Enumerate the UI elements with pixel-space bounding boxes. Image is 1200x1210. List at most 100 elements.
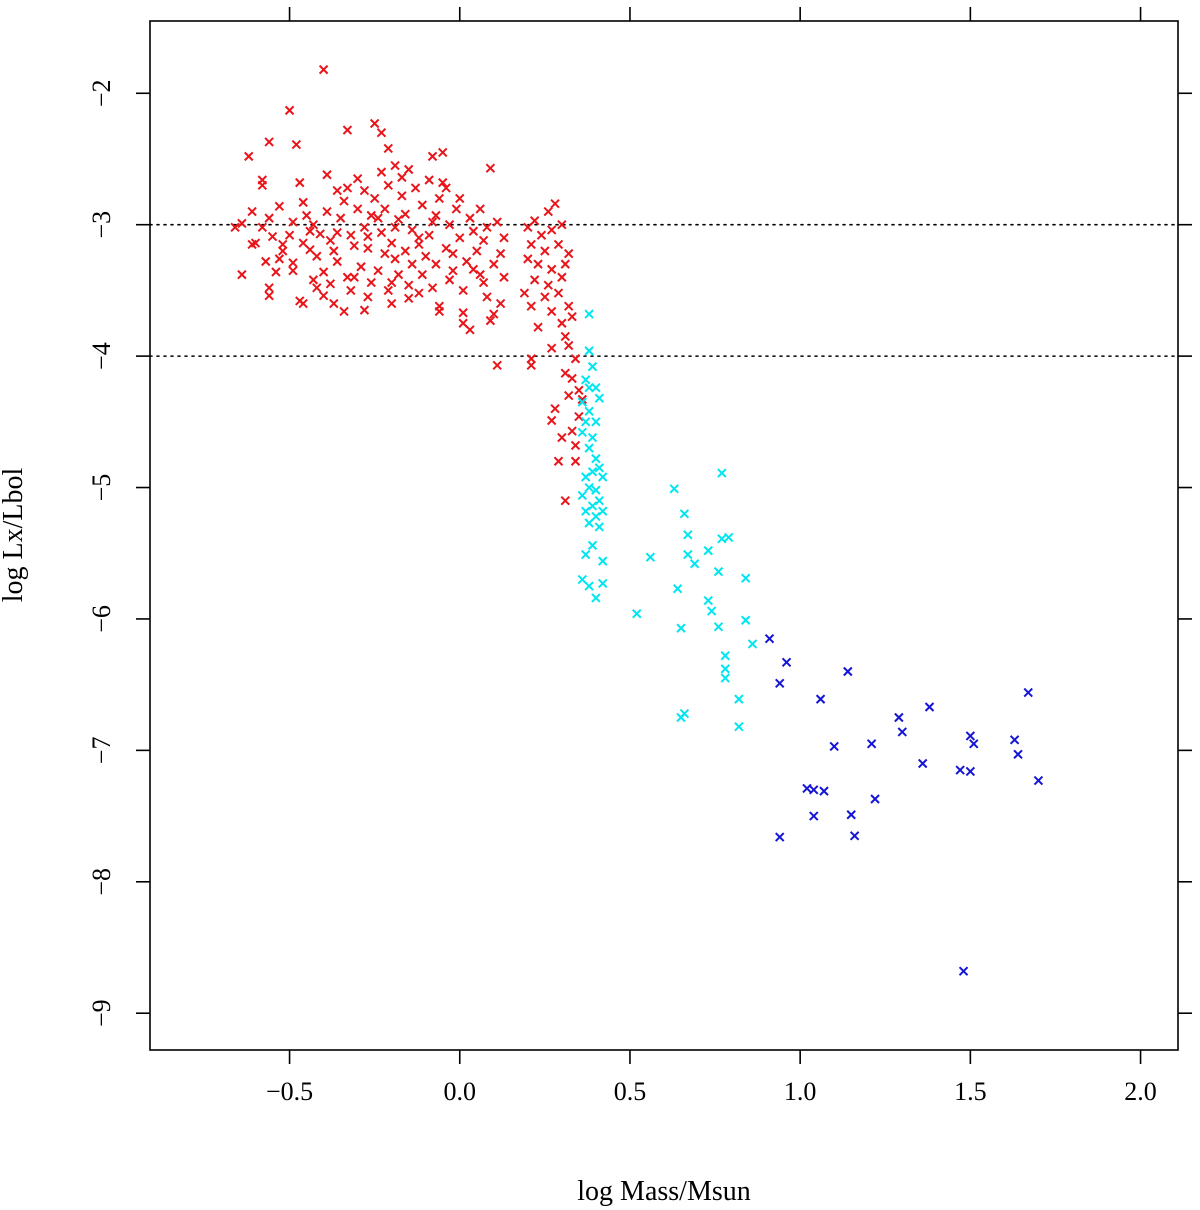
data-point-series-1 <box>591 511 601 522</box>
data-point-series-0 <box>563 390 574 401</box>
data-point-series-0 <box>550 403 560 414</box>
data-point-series-1 <box>598 578 608 589</box>
data-point-series-0 <box>356 262 366 272</box>
data-point-series-0 <box>386 298 397 309</box>
data-point-series-0 <box>264 137 274 147</box>
x-tick-label: 0.0 <box>444 1077 477 1106</box>
data-point-series-0 <box>230 222 240 233</box>
data-point-series-1 <box>720 673 730 683</box>
data-point-series-1 <box>713 566 724 577</box>
data-point-series-0 <box>546 264 557 275</box>
data-point-series-0 <box>489 259 499 269</box>
data-point-series-0 <box>557 272 567 282</box>
data-point-series-1 <box>683 549 693 560</box>
data-point-series-0 <box>308 219 319 230</box>
data-point-series-0 <box>359 305 370 315</box>
data-point-series-0 <box>461 256 472 267</box>
data-point-series-2 <box>1009 735 1020 745</box>
data-point-series-0 <box>560 368 570 378</box>
data-point-series-0 <box>526 239 536 250</box>
data-point-series-1 <box>581 549 591 560</box>
data-point-series-0 <box>369 118 380 129</box>
data-point-series-0 <box>271 267 281 277</box>
data-point-series-0 <box>278 246 288 256</box>
data-point-series-0 <box>342 125 353 135</box>
data-point-series-0 <box>247 239 257 250</box>
data-point-series-0 <box>478 235 489 246</box>
data-point-series-0 <box>295 177 305 188</box>
data-point-series-0 <box>438 177 448 188</box>
data-point-series-0 <box>325 235 336 246</box>
data-point-series-0 <box>533 259 543 269</box>
data-point-series-1 <box>584 346 594 356</box>
data-point-series-0 <box>237 218 247 229</box>
data-point-series-0 <box>495 248 506 259</box>
data-point-series-0 <box>458 318 468 328</box>
data-point-series-1 <box>594 393 605 403</box>
data-point-series-1 <box>584 482 594 493</box>
data-point-series-0 <box>458 285 468 296</box>
data-point-series-0 <box>274 254 285 264</box>
data-point-series-1 <box>676 623 686 633</box>
data-point-series-1 <box>632 608 642 619</box>
y-tick-label: −7 <box>87 737 116 765</box>
data-point-series-0 <box>553 288 564 298</box>
data-point-series-2 <box>969 739 979 749</box>
data-point-series-1 <box>645 552 656 562</box>
data-point-series-1 <box>598 506 608 516</box>
data-point-series-1 <box>594 522 605 532</box>
data-point-series-1 <box>598 556 608 566</box>
data-point-series-0 <box>465 325 475 335</box>
data-point-series-0 <box>570 354 581 364</box>
data-point-series-0 <box>540 292 550 302</box>
data-point-series-2 <box>924 702 935 712</box>
data-point-series-0 <box>574 385 584 395</box>
data-point-series-0 <box>346 230 356 240</box>
data-point-series-0 <box>312 283 322 293</box>
data-point-series-0 <box>380 204 390 214</box>
data-point-series-1 <box>598 472 608 482</box>
data-point-series-1 <box>683 530 693 540</box>
data-point-series-0 <box>346 285 356 296</box>
data-point-series-0 <box>329 246 339 256</box>
data-point-series-0 <box>553 239 564 250</box>
data-point-series-0 <box>427 283 438 293</box>
data-point-series-0 <box>546 343 557 353</box>
data-point-series-1 <box>581 417 591 427</box>
data-point-series-2 <box>843 666 853 677</box>
data-point-series-0 <box>441 183 451 193</box>
x-tick-label: −0.5 <box>266 1077 313 1106</box>
data-point-series-0 <box>570 440 581 451</box>
data-point-series-0 <box>342 272 353 282</box>
data-point-series-0 <box>352 204 363 214</box>
data-point-series-0 <box>312 251 322 261</box>
data-point-series-0 <box>543 206 553 217</box>
data-point-series-2 <box>764 633 775 644</box>
data-point-series-1 <box>591 382 601 393</box>
data-point-series-0 <box>284 105 295 116</box>
data-point-series-2 <box>846 810 856 820</box>
data-point-series-1 <box>672 584 683 594</box>
data-point-series-0 <box>383 285 393 296</box>
data-point-series-0 <box>257 180 268 190</box>
data-point-series-0 <box>424 175 434 185</box>
data-point-series-1 <box>577 490 588 501</box>
data-point-series-0 <box>482 222 492 233</box>
data-point-series-0 <box>489 309 499 319</box>
data-point-series-0 <box>369 193 380 204</box>
data-point-series-1 <box>669 484 679 494</box>
data-point-series-0 <box>475 269 485 280</box>
x-tick-label: 2.0 <box>1124 1077 1157 1106</box>
data-point-series-0 <box>458 308 468 318</box>
data-point-series-1 <box>577 427 588 438</box>
data-point-series-0 <box>492 360 502 371</box>
data-point-series-1 <box>584 309 594 319</box>
data-point-series-0 <box>315 229 325 239</box>
data-point-series-0 <box>427 151 438 162</box>
data-point-series-0 <box>431 210 441 221</box>
data-point-series-0 <box>485 315 496 326</box>
y-tick-label: −4 <box>87 342 116 370</box>
data-point-series-0 <box>523 222 533 233</box>
data-point-series-0 <box>519 288 530 298</box>
data-point-series-0 <box>305 244 315 255</box>
